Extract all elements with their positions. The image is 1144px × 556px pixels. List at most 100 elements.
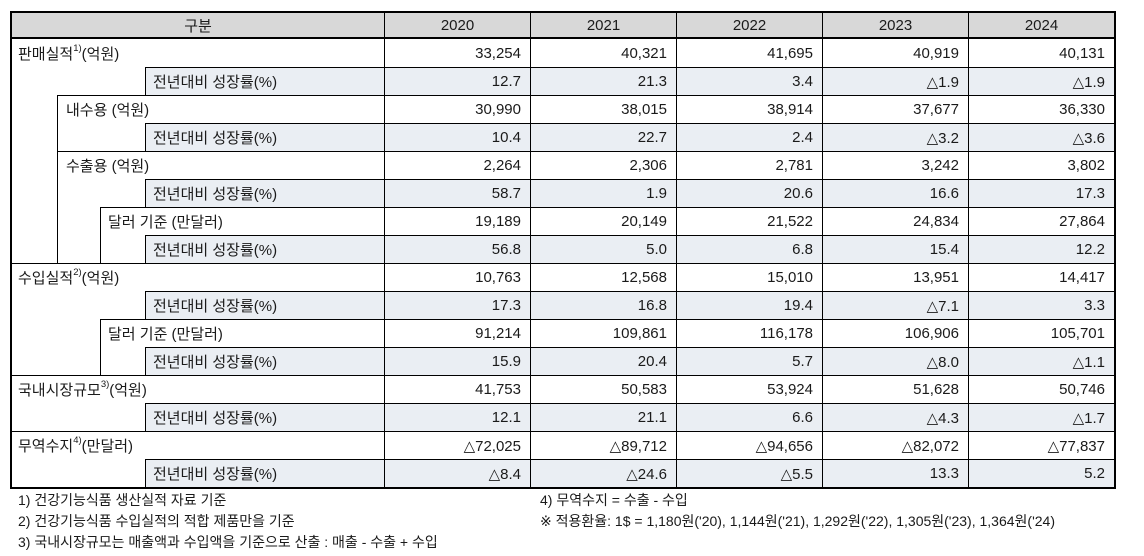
value-cell: 3.3 <box>968 292 1114 319</box>
value-cell: 6.8 <box>676 236 822 263</box>
value-cell: 12,568 <box>530 264 676 291</box>
table-row: 전년대비 성장률(%) 12.1 21.1 6.6 △4.3 △1.7 <box>12 403 1114 431</box>
value-cell: △3.2 <box>822 124 968 151</box>
value-cell: △3.6 <box>968 124 1114 151</box>
row-values: 91,214 109,861 116,178 106,906 105,701 <box>384 319 1114 347</box>
row-label-cell: 전년대비 성장률(%) <box>12 235 384 263</box>
value-cell: 16.8 <box>530 292 676 319</box>
statistics-table: 구분 2020 2021 2022 2023 2024 판매실적 1) (억원) … <box>10 11 1116 489</box>
value-cell: △1.7 <box>968 404 1114 431</box>
header-cell-year-2023: 2023 <box>822 13 968 37</box>
value-cell: 40,321 <box>530 39 676 67</box>
value-cell: 53,924 <box>676 376 822 403</box>
footnote: 2) 건강기능식품 수입실적의 적합 제품만을 기준 <box>18 513 295 529</box>
row-label-cell: 전년대비 성장률(%) <box>12 403 384 431</box>
value-cell: 15.9 <box>384 348 530 375</box>
row-label: 전년대비 성장률(%) <box>153 73 278 91</box>
row-values: 41,753 50,583 53,924 51,628 50,746 <box>384 375 1114 403</box>
value-cell: △24.6 <box>530 460 676 487</box>
value-cell: 19,189 <box>384 208 530 235</box>
value-cell: 50,746 <box>968 376 1114 403</box>
footnote: 4) 무역수지 = 수출 - 수입 <box>540 492 688 508</box>
value-cell: 2,781 <box>676 152 822 179</box>
value-cell: 58.7 <box>384 180 530 207</box>
value-cell: 20.4 <box>530 348 676 375</box>
value-cell: 13,951 <box>822 264 968 291</box>
table-row: 무역수지 4) (만달러) △72,025 △89,712 △94,656 △82… <box>12 431 1114 459</box>
table-row: 전년대비 성장률(%) △8.4 △24.6 △5.5 13.3 5.2 <box>12 459 1114 487</box>
value-cell: 33,254 <box>384 39 530 67</box>
value-cell: 21.3 <box>530 68 676 95</box>
row-label: 달러 기준 (만달러) <box>108 213 223 231</box>
value-cell: 12.1 <box>384 404 530 431</box>
row-values: 30,990 38,015 38,914 37,677 36,330 <box>384 95 1114 123</box>
value-cell: △94,656 <box>676 432 822 459</box>
value-cell: 12.2 <box>968 236 1114 263</box>
value-cell: 2.4 <box>676 124 822 151</box>
row-values: △8.4 △24.6 △5.5 13.3 5.2 <box>384 459 1114 487</box>
value-cell: 16.6 <box>822 180 968 207</box>
row-values: 12.7 21.3 3.4 △1.9 △1.9 <box>384 67 1114 95</box>
value-cell: 5.0 <box>530 236 676 263</box>
value-cell: △77,837 <box>968 432 1114 459</box>
row-label: 전년대비 성장률(%) <box>153 465 278 483</box>
value-cell: 41,753 <box>384 376 530 403</box>
row-label: 판매실적 1) (억원) <box>18 43 120 63</box>
row-label-cell: 수입실적 2) (억원) <box>12 263 384 291</box>
value-cell: 37,677 <box>822 96 968 123</box>
value-cell: 41,695 <box>676 39 822 67</box>
row-label: 전년대비 성장률(%) <box>153 129 278 147</box>
row-label: 전년대비 성장률(%) <box>153 297 278 315</box>
row-values: △72,025 △89,712 △94,656 △82,072 △77,837 <box>384 431 1114 459</box>
table-row: 전년대비 성장률(%) 12.7 21.3 3.4 △1.9 △1.9 <box>12 67 1114 95</box>
row-label-cell: 판매실적 1) (억원) <box>12 39 384 67</box>
value-cell: 10,763 <box>384 264 530 291</box>
value-cell: 30,990 <box>384 96 530 123</box>
row-label-cell: 전년대비 성장률(%) <box>12 179 384 207</box>
header-cell-year-2020: 2020 <box>384 13 530 37</box>
value-cell: 22.7 <box>530 124 676 151</box>
row-values: 56.8 5.0 6.8 15.4 12.2 <box>384 235 1114 263</box>
value-cell: △5.5 <box>676 460 822 487</box>
table-row: 국내시장규모 3) (억원) 41,753 50,583 53,924 51,62… <box>12 375 1114 403</box>
value-cell: 21,522 <box>676 208 822 235</box>
row-label: 전년대비 성장률(%) <box>153 241 278 259</box>
value-cell: 14,417 <box>968 264 1114 291</box>
value-cell: 2,264 <box>384 152 530 179</box>
value-cell: 13.3 <box>822 460 968 487</box>
header-cell-year-2021: 2021 <box>530 13 676 37</box>
row-label: 내수용 (억원) <box>66 101 150 119</box>
row-values: 15.9 20.4 5.7 △8.0 △1.1 <box>384 347 1114 375</box>
row-label: 국내시장규모 3) (억원) <box>18 379 147 399</box>
row-values: 17.3 16.8 19.4 △7.1 3.3 <box>384 291 1114 319</box>
value-cell: 17.3 <box>968 180 1114 207</box>
value-cell: △1.1 <box>968 348 1114 375</box>
value-cell: 5.7 <box>676 348 822 375</box>
value-cell: 15.4 <box>822 236 968 263</box>
row-values: 33,254 40,321 41,695 40,919 40,131 <box>384 39 1114 67</box>
table-row: 전년대비 성장률(%) 17.3 16.8 19.4 △7.1 3.3 <box>12 291 1114 319</box>
value-cell: 2,306 <box>530 152 676 179</box>
row-label: 달러 기준 (만달러) <box>108 325 223 343</box>
footnotes-left: 1) 건강기능식품 생산실적 자료 기준 2) 건강기능식품 수입실적의 적합 … <box>18 490 438 553</box>
footnote: 3) 국내시장규모는 매출액과 수입액을 기준으로 산출 : 매출 - 수출 +… <box>18 534 438 550</box>
row-label: 전년대비 성장률(%) <box>153 409 278 427</box>
value-cell: △1.9 <box>822 68 968 95</box>
value-cell: 50,583 <box>530 376 676 403</box>
row-values: 19,189 20,149 21,522 24,834 27,864 <box>384 207 1114 235</box>
value-cell: 3,802 <box>968 152 1114 179</box>
value-cell: 3,242 <box>822 152 968 179</box>
value-cell: 1.9 <box>530 180 676 207</box>
row-label-cell: 수출용 (억원) <box>12 151 384 179</box>
value-cell: △89,712 <box>530 432 676 459</box>
value-cell: 38,914 <box>676 96 822 123</box>
row-label: 전년대비 성장률(%) <box>153 185 278 203</box>
table-row: 수출용 (억원) 2,264 2,306 2,781 3,242 3,802 <box>12 151 1114 179</box>
value-cell: 106,906 <box>822 320 968 347</box>
value-cell: 15,010 <box>676 264 822 291</box>
value-cell: 24,834 <box>822 208 968 235</box>
row-values: 10.4 22.7 2.4 △3.2 △3.6 <box>384 123 1114 151</box>
table-row: 전년대비 성장률(%) 56.8 5.0 6.8 15.4 12.2 <box>12 235 1114 263</box>
value-cell: 116,178 <box>676 320 822 347</box>
